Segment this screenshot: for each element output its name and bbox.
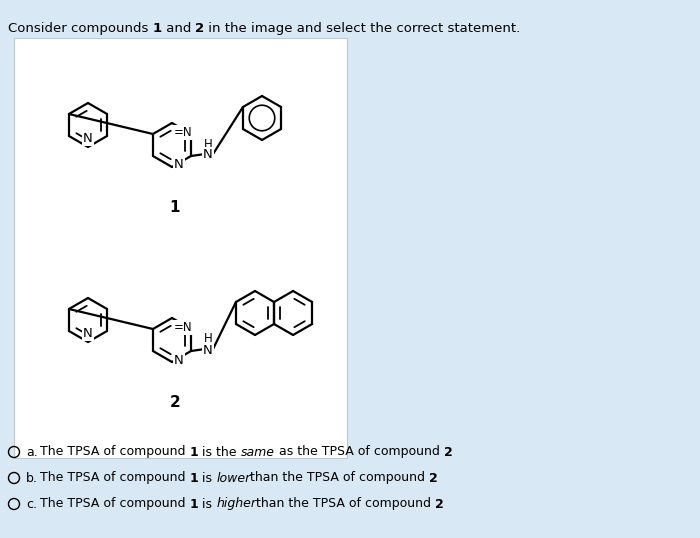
Text: than the TPSA of compound: than the TPSA of compound [256,498,435,511]
Text: =N: =N [174,126,193,139]
Text: N: N [83,132,93,145]
Text: N: N [203,343,213,357]
Text: Consider compounds: Consider compounds [8,22,153,35]
Text: is: is [198,498,216,511]
FancyBboxPatch shape [14,38,347,458]
Text: 1: 1 [190,471,198,485]
Text: and: and [162,22,195,35]
Text: 2: 2 [444,445,452,458]
Text: H: H [204,138,212,151]
Text: The TPSA of compound: The TPSA of compound [40,471,190,485]
Text: 2: 2 [195,22,204,35]
Text: N: N [83,327,93,340]
Text: 2: 2 [169,395,181,410]
Text: c.: c. [26,498,37,511]
Text: =N: =N [174,321,193,334]
Text: 2: 2 [430,471,438,485]
Text: b.: b. [26,471,38,485]
Text: is: is [198,471,216,485]
Text: 1: 1 [169,200,181,215]
Text: as the TPSA of compound: as the TPSA of compound [274,445,444,458]
Text: The TPSA of compound: The TPSA of compound [40,498,190,511]
Text: N: N [174,353,183,366]
Text: a.: a. [26,445,38,458]
Text: 1: 1 [190,498,198,511]
Text: is the: is the [198,445,241,458]
Text: 1: 1 [153,22,162,35]
Text: N: N [203,148,213,161]
Text: same: same [241,445,274,458]
Text: The TPSA of compound: The TPSA of compound [40,445,190,458]
Text: lower: lower [216,471,251,485]
Text: than the TPSA of compound: than the TPSA of compound [251,471,430,485]
Text: 2: 2 [435,498,444,511]
Text: 1: 1 [190,445,198,458]
Text: H: H [204,332,212,345]
Text: in the image and select the correct statement.: in the image and select the correct stat… [204,22,521,35]
Text: higher: higher [216,498,256,511]
Text: N: N [174,159,183,172]
